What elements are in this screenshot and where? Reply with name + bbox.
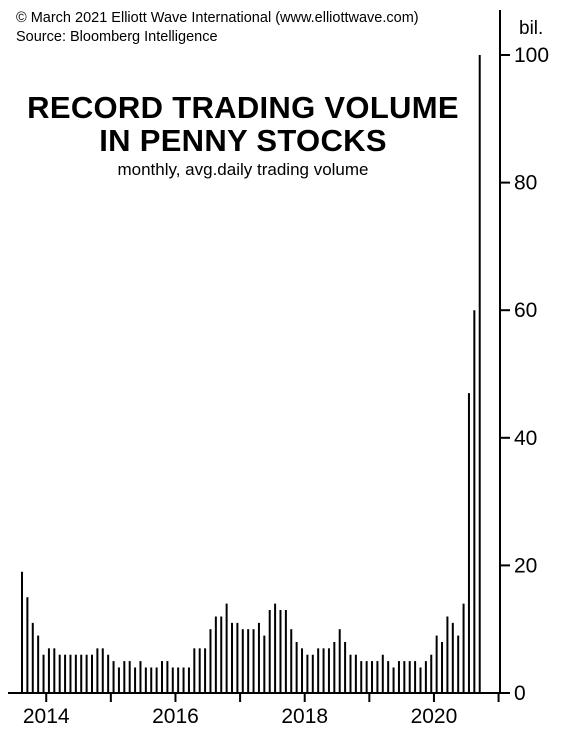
y-unit-label: bil. <box>519 18 543 39</box>
x-tick-label: 2016 <box>152 705 199 728</box>
bars-group <box>21 55 481 693</box>
y-tick-label: 100 <box>514 44 549 67</box>
chart-title-line-1: RECORD TRADING VOLUME <box>27 90 459 125</box>
y-tick-label: 20 <box>514 554 537 577</box>
y-tick-label: 80 <box>514 172 537 195</box>
y-tick-label: 0 <box>514 682 526 705</box>
y-tick-label: 60 <box>514 299 537 322</box>
copyright-credit: © March 2021 Elliott Wave International … <box>16 10 419 26</box>
x-tick-label: 2014 <box>23 705 70 728</box>
chart-title-line-2: IN PENNY STOCKS <box>99 123 387 158</box>
x-tick-label: 2020 <box>411 705 458 728</box>
y-axis: 0 20 40 60 80 100 <box>500 44 549 705</box>
source-credit: Source: Bloomberg Intelligence <box>16 29 218 45</box>
y-tick-label: 40 <box>514 427 537 450</box>
x-axis: 2014 2016 2018 2020 <box>23 693 500 728</box>
x-tick-label: 2018 <box>281 705 328 728</box>
chart-subtitle: monthly, avg.daily trading volume <box>117 160 369 179</box>
